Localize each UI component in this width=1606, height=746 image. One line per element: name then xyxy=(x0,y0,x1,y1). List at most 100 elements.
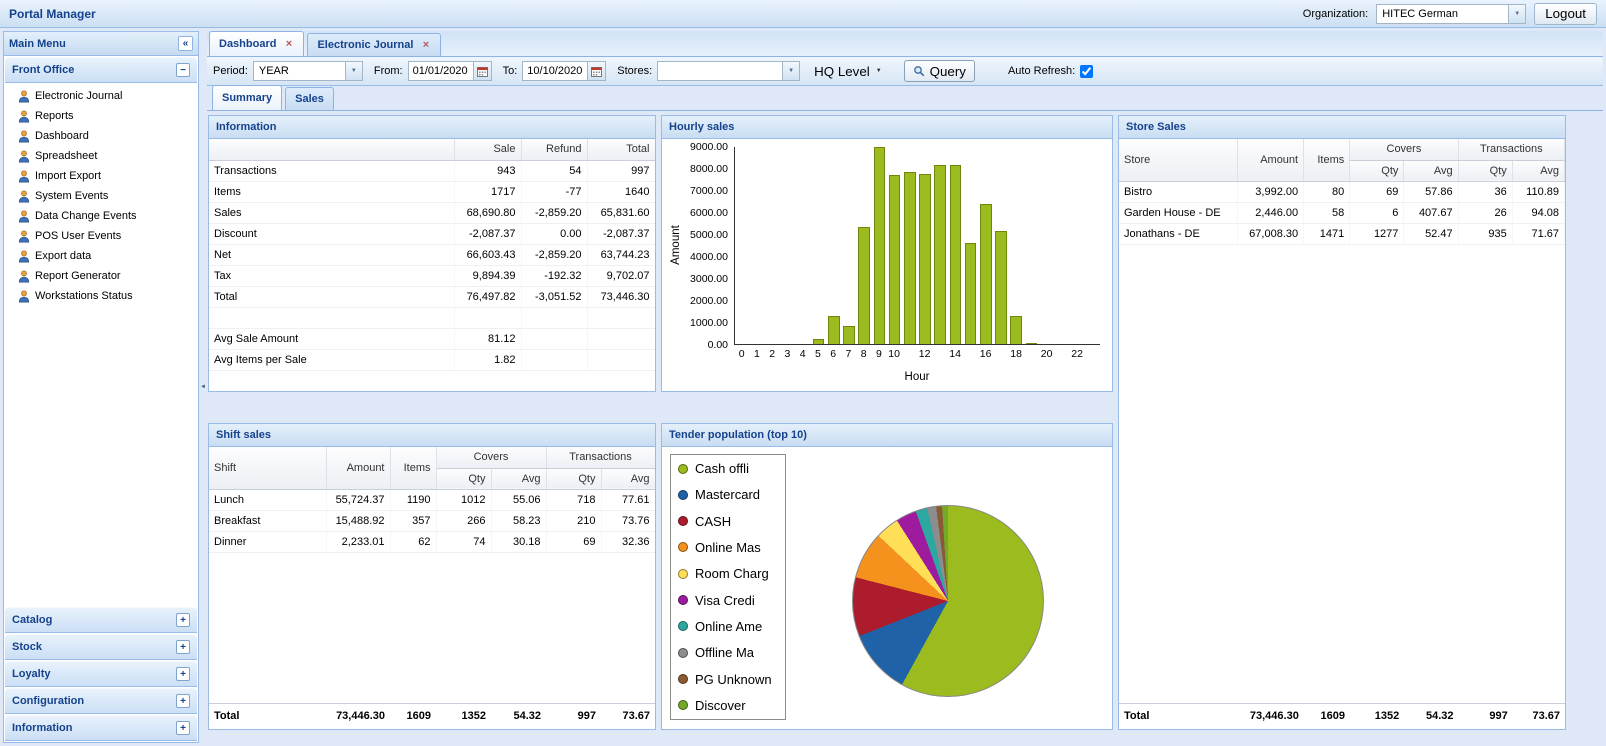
column-subheader[interactable]: Qty xyxy=(1350,160,1404,181)
legend-bullet xyxy=(678,595,688,605)
column-header[interactable]: Transactions xyxy=(546,447,655,468)
logout-button[interactable]: Logout xyxy=(1534,3,1597,25)
to-date-input[interactable] xyxy=(523,62,587,80)
x-axis-tick xyxy=(902,348,917,362)
column-header[interactable]: Covers xyxy=(436,447,546,468)
expand-icon[interactable] xyxy=(176,694,190,708)
x-axis-tick: 1 xyxy=(749,348,764,362)
sidebar-section-label: Loyalty xyxy=(12,668,51,680)
x-axis-tick: 0 xyxy=(734,348,749,362)
table-row[interactable]: Sales68,690.80-2,859.2065,831.60 xyxy=(209,202,655,223)
sidebar-item-pos-user-events[interactable]: POS User Events xyxy=(4,226,198,246)
sidebar-item-reports[interactable]: Reports xyxy=(4,106,198,126)
period-select[interactable]: YEAR xyxy=(253,61,363,81)
table-row[interactable]: Avg Sale Amount81.12 xyxy=(209,328,655,349)
sidebar-section-loyalty[interactable]: Loyalty xyxy=(5,661,197,687)
close-icon[interactable] xyxy=(420,40,431,51)
sidebar-item-system-events[interactable]: System Events xyxy=(4,186,198,206)
chevron-down-icon[interactable] xyxy=(1508,5,1525,23)
table-row[interactable]: Avg Items per Sale1.82 xyxy=(209,349,655,370)
tab-electronic-journal[interactable]: Electronic Journal xyxy=(307,33,441,56)
from-date-input[interactable] xyxy=(409,62,473,80)
chevron-down-icon[interactable] xyxy=(345,62,362,80)
sidebar-item-export-data[interactable]: Export data xyxy=(4,246,198,266)
table-row[interactable]: Garden House - DE2,446.00586407.672694.0… xyxy=(1119,202,1565,223)
column-subheader[interactable]: Qty xyxy=(1458,160,1512,181)
collapse-icon[interactable] xyxy=(176,63,190,77)
column-subheader[interactable]: Avg xyxy=(1404,160,1458,181)
table-row[interactable]: Total76,497.82-3,051.5273,446.30 xyxy=(209,286,655,307)
table-row[interactable] xyxy=(209,307,655,328)
sidebar-item-electronic-journal[interactable]: Electronic Journal xyxy=(4,86,198,106)
stores-select[interactable] xyxy=(657,61,800,81)
sidebar-item-spreadsheet[interactable]: Spreadsheet xyxy=(4,146,198,166)
table-row[interactable]: Breakfast15,488.9235726658.2321073.76 xyxy=(209,510,655,531)
collapse-sidebar-icon[interactable] xyxy=(178,36,193,51)
sidebar-section-front-office[interactable]: Front Office xyxy=(5,57,197,83)
tab-summary[interactable]: Summary xyxy=(212,85,282,110)
sidebar-item-data-change-events[interactable]: Data Change Events xyxy=(4,206,198,226)
tender-population-panel: Tender population (top 10) Cash offliMas… xyxy=(661,423,1113,730)
calendar-icon[interactable] xyxy=(587,62,605,80)
x-axis-tick: 12 xyxy=(917,348,932,362)
expand-icon[interactable] xyxy=(176,640,190,654)
column-subheader[interactable]: Avg xyxy=(491,468,546,489)
table-row[interactable]: Bistro3,992.00806957.8636110.89 xyxy=(1119,181,1565,202)
close-icon[interactable] xyxy=(283,39,294,50)
query-button[interactable]: Query xyxy=(904,60,975,82)
sidebar-item-workstations-status[interactable]: Workstations Status xyxy=(4,286,198,306)
table-row[interactable]: Tax9,894.39-192.329,702.07 xyxy=(209,265,655,286)
column-subheader[interactable]: Avg xyxy=(601,468,655,489)
user-icon xyxy=(18,230,30,243)
legend-bullet xyxy=(678,542,688,552)
sidebar-item-dashboard[interactable]: Dashboard xyxy=(4,126,198,146)
hq-level-button[interactable]: HQ Level xyxy=(805,60,891,82)
chevron-down-icon[interactable] xyxy=(782,62,799,80)
column-header[interactable]: Amount xyxy=(1237,139,1303,181)
organization-select[interactable]: HITEC German xyxy=(1376,4,1526,24)
table-row[interactable]: Dinner2,233.01627430.186932.36 xyxy=(209,531,655,552)
column-header[interactable]: Store xyxy=(1119,139,1237,181)
column-header[interactable]: Shift xyxy=(209,447,326,489)
expand-icon[interactable] xyxy=(176,613,190,627)
table-row[interactable]: Discount-2,087.370.00-2,087.37 xyxy=(209,223,655,244)
column-header[interactable]: Transactions xyxy=(1458,139,1564,160)
column-header[interactable]: Items xyxy=(1304,139,1350,181)
column-subheader[interactable]: Qty xyxy=(546,468,601,489)
sidebar-item-label: Spreadsheet xyxy=(35,150,97,162)
column-header[interactable]: Covers xyxy=(1350,139,1458,160)
sidebar-section-configuration[interactable]: Configuration xyxy=(5,688,197,714)
table-row[interactable]: Lunch55,724.371190101255.0671877.61 xyxy=(209,489,655,510)
column-subheader[interactable]: Qty xyxy=(436,468,491,489)
tab-sales[interactable]: Sales xyxy=(285,87,334,110)
sidebar-item-label: Dashboard xyxy=(35,130,89,142)
column-header[interactable] xyxy=(209,139,454,160)
sidebar-splitter[interactable] xyxy=(199,31,207,743)
panel-title: Store Sales xyxy=(1119,116,1565,139)
auto-refresh-checkbox[interactable] xyxy=(1080,65,1093,78)
column-header[interactable]: Sale xyxy=(454,139,521,160)
column-subheader[interactable]: Avg xyxy=(1512,160,1564,181)
table-row[interactable]: Jonathans - DE67,008.301471127752.479357… xyxy=(1119,223,1565,244)
column-header[interactable]: Amount xyxy=(326,447,390,489)
sidebar-section-catalog[interactable]: Catalog xyxy=(5,607,197,633)
calendar-icon[interactable] xyxy=(473,62,491,80)
legend-bullet xyxy=(678,648,688,658)
sidebar-item-report-generator[interactable]: Report Generator xyxy=(4,266,198,286)
expand-icon[interactable] xyxy=(176,721,190,735)
information-body: SaleRefundTotalTransactions94354997Items… xyxy=(209,139,655,391)
table-row[interactable]: Items1717-771640 xyxy=(209,181,655,202)
tab-dashboard[interactable]: Dashboard xyxy=(209,31,304,56)
sidebar-item-import-export[interactable]: Import Export xyxy=(4,166,198,186)
sidebar-section-information[interactable]: Information xyxy=(5,715,197,741)
sidebar-section-stock[interactable]: Stock xyxy=(5,634,197,660)
expand-icon[interactable] xyxy=(176,667,190,681)
table-row[interactable]: Transactions94354997 xyxy=(209,160,655,181)
column-header[interactable]: Items xyxy=(390,447,436,489)
column-header[interactable]: Refund xyxy=(521,139,587,160)
column-header[interactable]: Total xyxy=(587,139,655,160)
legend-label: Online Mas xyxy=(695,540,761,555)
bar xyxy=(904,172,916,344)
x-axis: 012345678910121416182022 xyxy=(734,348,1100,362)
table-row[interactable]: Net66,603.43-2,859.2063,744.23 xyxy=(209,244,655,265)
